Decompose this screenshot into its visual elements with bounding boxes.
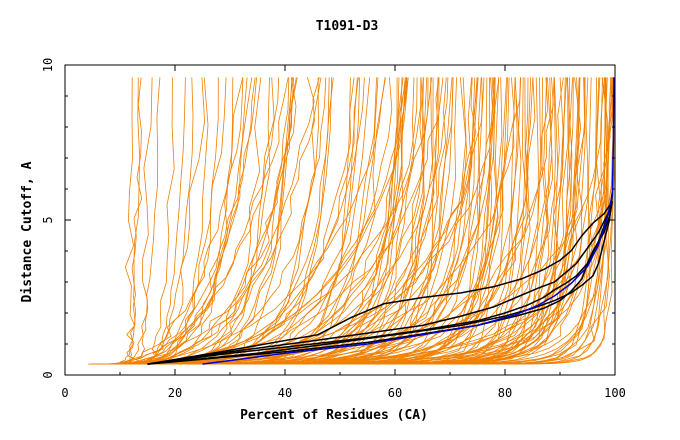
model-curve bbox=[111, 77, 330, 365]
model-curve bbox=[163, 77, 449, 365]
x-tick-label: 0 bbox=[61, 386, 68, 400]
x-axis-label: Percent of Residues (CA) bbox=[240, 408, 428, 423]
model-curve bbox=[119, 77, 143, 365]
orange-model-curves bbox=[88, 77, 615, 365]
model-curve bbox=[115, 77, 418, 365]
reference-curve-5 bbox=[202, 77, 615, 365]
model-curve bbox=[142, 77, 582, 365]
model-curve bbox=[115, 77, 485, 365]
axes: 0 20 40 60 80 100 0 5 10 bbox=[41, 58, 626, 400]
model-curve bbox=[99, 77, 289, 365]
x-tick-label: 20 bbox=[168, 386, 182, 400]
chart-title: T1091-D3 bbox=[316, 19, 379, 34]
model-curve bbox=[132, 77, 256, 365]
highlighted-curve-2 bbox=[147, 210, 611, 365]
model-curve bbox=[145, 77, 440, 365]
x-tick-label: 60 bbox=[388, 386, 402, 400]
model-curve bbox=[118, 77, 194, 365]
x-tick-label: 40 bbox=[278, 386, 292, 400]
x-tick-label: 100 bbox=[604, 386, 626, 400]
y-tick-label: 10 bbox=[41, 58, 55, 72]
model-curve bbox=[186, 77, 606, 365]
model-curve bbox=[122, 77, 554, 365]
model-curve bbox=[101, 77, 253, 365]
model-curve bbox=[97, 77, 244, 365]
model-curve bbox=[130, 77, 186, 365]
model-curve bbox=[110, 77, 319, 365]
x-tick-label: 80 bbox=[498, 386, 512, 400]
model-curve bbox=[125, 77, 606, 365]
model-curve bbox=[95, 77, 403, 365]
model-curve bbox=[117, 77, 334, 365]
model-curve bbox=[88, 77, 580, 365]
model-curve bbox=[99, 77, 315, 365]
highlighted-curve-1 bbox=[147, 191, 614, 365]
model-curve bbox=[105, 77, 227, 365]
model-curve bbox=[106, 77, 613, 365]
model-curve bbox=[112, 77, 234, 365]
model-curve bbox=[171, 77, 592, 365]
y-tick-label: 0 bbox=[41, 371, 55, 378]
highlighted-curve-3 bbox=[147, 195, 614, 365]
model-curve bbox=[103, 77, 206, 365]
model-curve bbox=[121, 77, 141, 365]
highlighted-curves bbox=[147, 77, 615, 365]
model-curve bbox=[97, 77, 219, 365]
highlighted-curve-0 bbox=[147, 200, 613, 365]
model-curve bbox=[135, 77, 320, 365]
model-curve bbox=[123, 77, 360, 365]
model-curve bbox=[130, 77, 293, 365]
y-tick-label: 5 bbox=[41, 216, 55, 223]
model-curve bbox=[99, 77, 386, 365]
model-curve bbox=[146, 77, 454, 365]
y-axis-label: Distance Cutoff, A bbox=[20, 161, 35, 302]
